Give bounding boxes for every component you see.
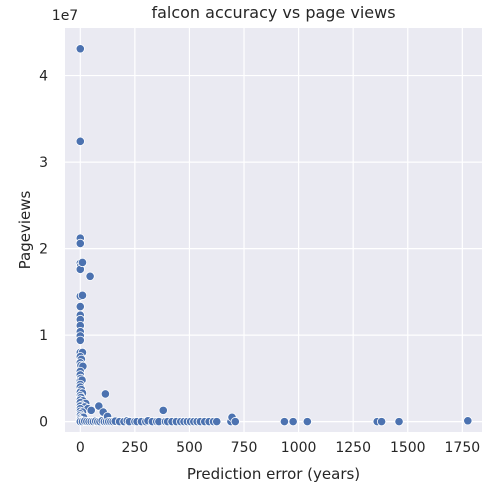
x-tick-label: 250 — [121, 440, 148, 456]
data-point — [230, 417, 240, 427]
y-offset-text: 1e7 — [52, 8, 78, 24]
x-tick-label: 1750 — [445, 440, 481, 456]
data-point — [75, 238, 85, 249]
x-tick-labels: 0 250 500 750 1000 1250 1500 1750 — [76, 440, 480, 456]
grid-lines — [65, 28, 482, 432]
x-tick-label: 0 — [76, 440, 85, 456]
data-point — [279, 417, 290, 427]
x-tick-label: 1500 — [390, 440, 426, 456]
x-tick-label: 500 — [176, 440, 203, 456]
data-point — [77, 290, 88, 300]
data-point — [212, 417, 222, 427]
y-tick-label: 2 — [39, 242, 48, 258]
data-point — [158, 405, 168, 415]
data-point — [75, 44, 85, 54]
data-point — [85, 271, 95, 281]
data-point — [75, 335, 85, 345]
data-point — [86, 405, 96, 415]
data-point — [394, 417, 404, 427]
data-point — [288, 417, 298, 427]
x-tick-label: 750 — [231, 440, 258, 456]
y-tick-labels: 0 1 2 3 4 — [39, 69, 48, 431]
plot-background — [65, 28, 482, 432]
data-points — [75, 44, 473, 427]
y-tick-label: 1 — [39, 328, 48, 344]
data-point — [376, 417, 387, 427]
x-axis-label: Prediction error (years) — [187, 465, 360, 483]
y-tick-label: 4 — [39, 69, 48, 85]
data-point — [75, 301, 85, 312]
x-tick-label: 1250 — [335, 440, 371, 456]
data-point — [75, 136, 85, 146]
data-point — [100, 389, 110, 399]
y-tick-label: 3 — [39, 155, 48, 171]
data-point — [77, 257, 88, 268]
chart-title: falcon accuracy vs page views — [151, 3, 395, 22]
data-point — [302, 417, 312, 427]
y-tick-label: 0 — [39, 415, 48, 431]
data-point — [463, 416, 473, 426]
x-tick-label: 1000 — [281, 440, 317, 456]
y-axis-label: Pageviews — [16, 190, 34, 269]
